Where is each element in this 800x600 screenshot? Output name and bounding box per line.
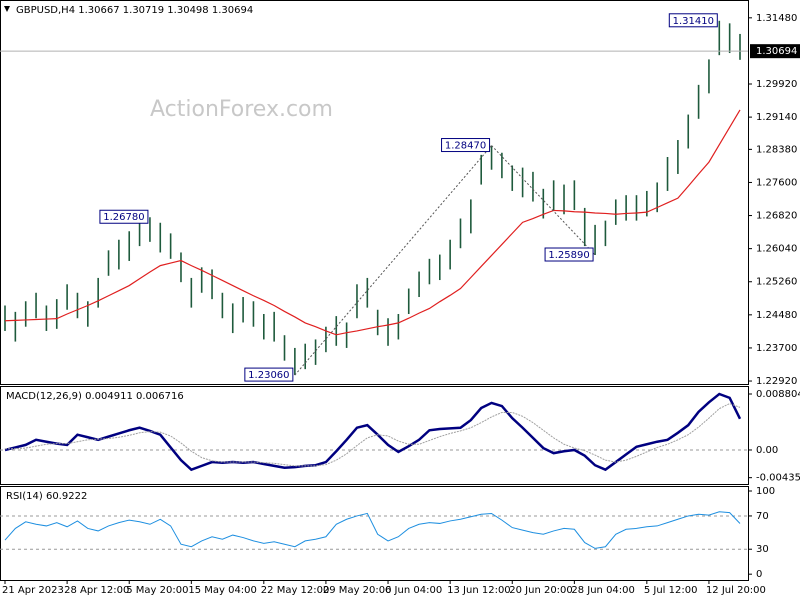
y-tick-label: -0.004354: [756, 473, 800, 484]
indicator-line: [4, 392, 742, 472]
y-tick-label: 1.23700: [756, 343, 797, 354]
x-tick-label: 5 Jul 12:00: [644, 585, 698, 596]
panel-frame: [0, 486, 749, 581]
y-tick-label: 30: [756, 544, 769, 555]
x-tick-label: 12 Jul 20:00: [706, 585, 766, 596]
trend-line: [491, 145, 596, 256]
y-tick-label: 0.008804: [756, 389, 800, 400]
y-tick-label: 1.26040: [756, 244, 797, 255]
panel-title: RSI(14) 60.9222: [6, 491, 87, 502]
y-tick-label: 100: [756, 486, 775, 497]
annotation-label: 1.25890: [548, 250, 589, 261]
annotation-label: 1.26780: [103, 212, 144, 223]
y-tick-label: 0.00: [756, 445, 778, 456]
panel-title: MACD(12,26,9) 0.004911 0.006716: [6, 391, 184, 402]
symbol-icon: [4, 6, 10, 12]
y-tick-label: 1.28380: [756, 144, 797, 155]
last-price-box: [750, 44, 800, 59]
x-tick-label: 6 Jun 04:00: [385, 585, 442, 596]
y-tick-label: 1.29920: [756, 79, 797, 90]
y-tick-label: 1.22920: [756, 376, 797, 387]
annotation-label: 1.28470: [445, 141, 486, 152]
panel-frame: [0, 386, 749, 485]
y-tick-label: 70: [756, 511, 769, 522]
x-tick-label: 28 Jun 04:00: [571, 585, 635, 596]
indicator-line: [4, 511, 741, 549]
annotation-box: [99, 209, 149, 224]
last-price-label: 1.30694: [756, 46, 797, 57]
watermark: ActionForex.com: [150, 97, 333, 122]
x-tick-label: 28 Apr 12:00: [64, 585, 129, 596]
y-tick-label: 1.25260: [756, 277, 797, 288]
y-tick-label: 1.24480: [756, 310, 797, 321]
annotation-label: 1.23060: [248, 370, 289, 381]
annotation-box: [668, 13, 718, 28]
x-tick-label: 21 Apr 2023: [2, 585, 64, 596]
x-tick-label: 13 Jun 12:00: [447, 585, 511, 596]
annotation-box: [441, 138, 491, 153]
x-tick-label: 22 May 12:00: [261, 585, 330, 596]
y-tick-label: 1.27600: [756, 177, 797, 188]
x-tick-label: 29 May 20:00: [323, 585, 392, 596]
x-tick-label: 15 May 04:00: [188, 585, 257, 596]
y-tick-label: 1.26820: [756, 211, 797, 222]
x-tick-label: 20 Jun 20:00: [509, 585, 573, 596]
y-tick-label: 1.29140: [756, 112, 797, 123]
annotation-box: [544, 247, 594, 262]
annotation-box: [244, 367, 294, 382]
annotation-label: 1.31410: [673, 16, 714, 27]
y-tick-label: 0: [756, 569, 762, 580]
moving-average: [4, 109, 741, 336]
x-tick-label: 5 May 20:00: [126, 585, 188, 596]
y-tick-label: 1.31480: [756, 13, 797, 24]
panel-title: GBPUSD,H4 1.30667 1.30719 1.30498 1.3069…: [16, 5, 253, 16]
panel-frame: [0, 0, 749, 385]
indicator-line: [5, 403, 741, 467]
